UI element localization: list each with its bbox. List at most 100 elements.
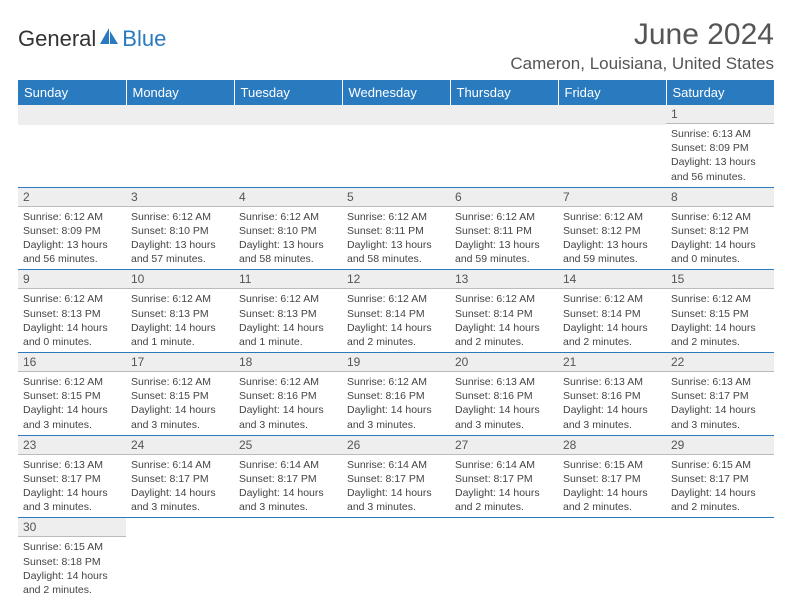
calendar-row: 1Sunrise: 6:13 AMSunset: 8:09 PMDaylight…: [18, 105, 774, 187]
day-number: 30: [18, 518, 126, 537]
day-number: 9: [18, 270, 126, 289]
sunset: Sunset: 8:13 PM: [23, 307, 121, 321]
sunset: Sunset: 8:13 PM: [239, 307, 337, 321]
sunrise: Sunrise: 6:15 AM: [563, 458, 661, 472]
daylight: Daylight: 13 hours and 59 minutes.: [455, 238, 553, 266]
day-number: 14: [558, 270, 666, 289]
calendar-cell: [126, 518, 234, 600]
sunrise: Sunrise: 6:12 AM: [347, 210, 445, 224]
day-number: 7: [558, 188, 666, 207]
calendar-cell: 9Sunrise: 6:12 AMSunset: 8:13 PMDaylight…: [18, 270, 126, 353]
col-sun: Sunday: [18, 80, 126, 105]
header: General Blue June 2024 Cameron, Louisian…: [18, 18, 774, 74]
daylight: Daylight: 14 hours and 3 minutes.: [23, 403, 121, 431]
sunset: Sunset: 8:10 PM: [131, 224, 229, 238]
calendar-cell: 11Sunrise: 6:12 AMSunset: 8:13 PMDayligh…: [234, 270, 342, 353]
sunset: Sunset: 8:17 PM: [23, 472, 121, 486]
calendar-cell: 29Sunrise: 6:15 AMSunset: 8:17 PMDayligh…: [666, 435, 774, 518]
calendar-cell: [666, 518, 774, 600]
calendar-cell: [558, 518, 666, 600]
sunrise: Sunrise: 6:12 AM: [23, 375, 121, 389]
calendar-cell: [450, 518, 558, 600]
daylight: Daylight: 13 hours and 56 minutes.: [23, 238, 121, 266]
calendar-cell: 27Sunrise: 6:14 AMSunset: 8:17 PMDayligh…: [450, 435, 558, 518]
daylight: Daylight: 13 hours and 56 minutes.: [671, 155, 769, 183]
day-details: Sunrise: 6:12 AMSunset: 8:15 PMDaylight:…: [666, 289, 774, 352]
day-details: Sunrise: 6:12 AMSunset: 8:14 PMDaylight:…: [558, 289, 666, 352]
daylight: Daylight: 14 hours and 3 minutes.: [455, 403, 553, 431]
day-details: Sunrise: 6:12 AMSunset: 8:09 PMDaylight:…: [18, 207, 126, 270]
sunrise: Sunrise: 6:14 AM: [347, 458, 445, 472]
sunrise: Sunrise: 6:12 AM: [239, 292, 337, 306]
day-details: Sunrise: 6:14 AMSunset: 8:17 PMDaylight:…: [126, 455, 234, 518]
day-number: 5: [342, 188, 450, 207]
calendar-cell: 17Sunrise: 6:12 AMSunset: 8:15 PMDayligh…: [126, 353, 234, 436]
sunrise: Sunrise: 6:12 AM: [23, 210, 121, 224]
day-details: Sunrise: 6:15 AMSunset: 8:17 PMDaylight:…: [558, 455, 666, 518]
day-details: Sunrise: 6:13 AMSunset: 8:16 PMDaylight:…: [450, 372, 558, 435]
sunset: Sunset: 8:17 PM: [455, 472, 553, 486]
sunrise: Sunrise: 6:12 AM: [131, 292, 229, 306]
day-number: 28: [558, 436, 666, 455]
daylight: Daylight: 14 hours and 0 minutes.: [23, 321, 121, 349]
sunset: Sunset: 8:10 PM: [239, 224, 337, 238]
sunset: Sunset: 8:17 PM: [131, 472, 229, 486]
daylight: Daylight: 14 hours and 3 minutes.: [347, 403, 445, 431]
day-details: Sunrise: 6:12 AMSunset: 8:13 PMDaylight:…: [126, 289, 234, 352]
calendar-cell: [234, 518, 342, 600]
day-number: 25: [234, 436, 342, 455]
day-number: 15: [666, 270, 774, 289]
calendar-cell: 10Sunrise: 6:12 AMSunset: 8:13 PMDayligh…: [126, 270, 234, 353]
calendar-cell: 19Sunrise: 6:12 AMSunset: 8:16 PMDayligh…: [342, 353, 450, 436]
daylight: Daylight: 14 hours and 3 minutes.: [671, 403, 769, 431]
calendar-cell: 8Sunrise: 6:12 AMSunset: 8:12 PMDaylight…: [666, 187, 774, 270]
sunrise: Sunrise: 6:14 AM: [455, 458, 553, 472]
calendar-cell: 12Sunrise: 6:12 AMSunset: 8:14 PMDayligh…: [342, 270, 450, 353]
daylight: Daylight: 14 hours and 2 minutes.: [347, 321, 445, 349]
sunset: Sunset: 8:18 PM: [23, 555, 121, 569]
day-details: Sunrise: 6:12 AMSunset: 8:14 PMDaylight:…: [342, 289, 450, 352]
daylight: Daylight: 14 hours and 2 minutes.: [455, 321, 553, 349]
sunrise: Sunrise: 6:12 AM: [23, 292, 121, 306]
sunset: Sunset: 8:12 PM: [671, 224, 769, 238]
daylight: Daylight: 13 hours and 59 minutes.: [563, 238, 661, 266]
day-details: Sunrise: 6:12 AMSunset: 8:11 PMDaylight:…: [450, 207, 558, 270]
calendar-row: 30Sunrise: 6:15 AMSunset: 8:18 PMDayligh…: [18, 518, 774, 600]
calendar-cell: 30Sunrise: 6:15 AMSunset: 8:18 PMDayligh…: [18, 518, 126, 600]
sunrise: Sunrise: 6:13 AM: [23, 458, 121, 472]
day-number: 18: [234, 353, 342, 372]
sunset: Sunset: 8:13 PM: [131, 307, 229, 321]
sunrise: Sunrise: 6:12 AM: [671, 292, 769, 306]
logo-text-1: General: [18, 26, 96, 52]
sunrise: Sunrise: 6:12 AM: [563, 292, 661, 306]
location: Cameron, Louisiana, United States: [510, 54, 774, 74]
calendar-cell: 18Sunrise: 6:12 AMSunset: 8:16 PMDayligh…: [234, 353, 342, 436]
calendar-cell: 1Sunrise: 6:13 AMSunset: 8:09 PMDaylight…: [666, 105, 774, 187]
day-details: Sunrise: 6:12 AMSunset: 8:11 PMDaylight:…: [342, 207, 450, 270]
sunrise: Sunrise: 6:13 AM: [455, 375, 553, 389]
sunset: Sunset: 8:11 PM: [347, 224, 445, 238]
day-details: Sunrise: 6:12 AMSunset: 8:13 PMDaylight:…: [18, 289, 126, 352]
sunset: Sunset: 8:14 PM: [347, 307, 445, 321]
daylight: Daylight: 14 hours and 2 minutes.: [671, 486, 769, 514]
sunset: Sunset: 8:17 PM: [563, 472, 661, 486]
calendar-cell: 5Sunrise: 6:12 AMSunset: 8:11 PMDaylight…: [342, 187, 450, 270]
day-number: 6: [450, 188, 558, 207]
sunrise: Sunrise: 6:14 AM: [239, 458, 337, 472]
col-tue: Tuesday: [234, 80, 342, 105]
day-number: 1: [666, 105, 774, 124]
sunset: Sunset: 8:11 PM: [455, 224, 553, 238]
daylight: Daylight: 14 hours and 3 minutes.: [239, 403, 337, 431]
day-details: Sunrise: 6:12 AMSunset: 8:10 PMDaylight:…: [234, 207, 342, 270]
daylight: Daylight: 14 hours and 0 minutes.: [671, 238, 769, 266]
col-fri: Friday: [558, 80, 666, 105]
daylight: Daylight: 14 hours and 1 minute.: [131, 321, 229, 349]
calendar-table: Sunday Monday Tuesday Wednesday Thursday…: [18, 80, 774, 600]
col-wed: Wednesday: [342, 80, 450, 105]
sunset: Sunset: 8:14 PM: [455, 307, 553, 321]
day-number: 20: [450, 353, 558, 372]
day-details: Sunrise: 6:13 AMSunset: 8:17 PMDaylight:…: [18, 455, 126, 518]
day-number: 13: [450, 270, 558, 289]
sunrise: Sunrise: 6:15 AM: [671, 458, 769, 472]
day-details: Sunrise: 6:12 AMSunset: 8:15 PMDaylight:…: [126, 372, 234, 435]
